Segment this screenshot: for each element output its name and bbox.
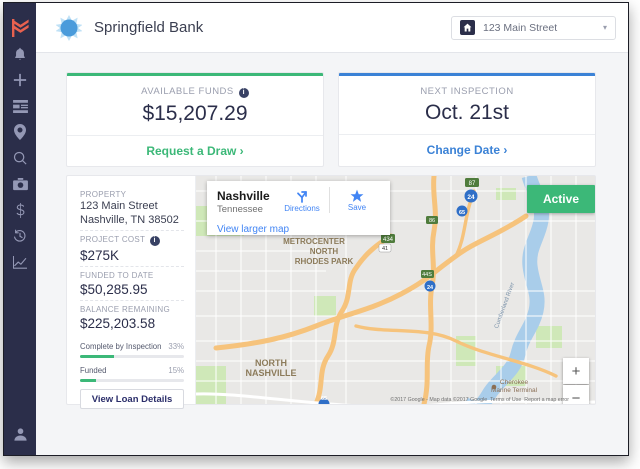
svg-text:METROCENTER: METROCENTER xyxy=(283,237,345,246)
svg-text:RHODES PARK: RHODES PARK xyxy=(295,257,354,266)
svg-text:NASHVILLE: NASHVILLE xyxy=(245,368,296,378)
svg-text:24: 24 xyxy=(467,194,475,201)
svg-text:24: 24 xyxy=(427,285,434,291)
svg-text:86: 86 xyxy=(429,218,435,224)
svg-text:Marine Terminal: Marine Terminal xyxy=(491,387,538,394)
svg-text:44S: 44S xyxy=(422,272,432,278)
svg-text:41: 41 xyxy=(382,246,388,252)
svg-text:65: 65 xyxy=(459,210,465,216)
svg-text:NORTH: NORTH xyxy=(255,358,287,368)
svg-text:NORTH: NORTH xyxy=(310,247,339,256)
svg-text:87: 87 xyxy=(469,181,476,187)
svg-text:434: 434 xyxy=(383,237,394,243)
svg-text:Cherokee: Cherokee xyxy=(500,379,529,386)
svg-text:65: 65 xyxy=(321,396,327,402)
